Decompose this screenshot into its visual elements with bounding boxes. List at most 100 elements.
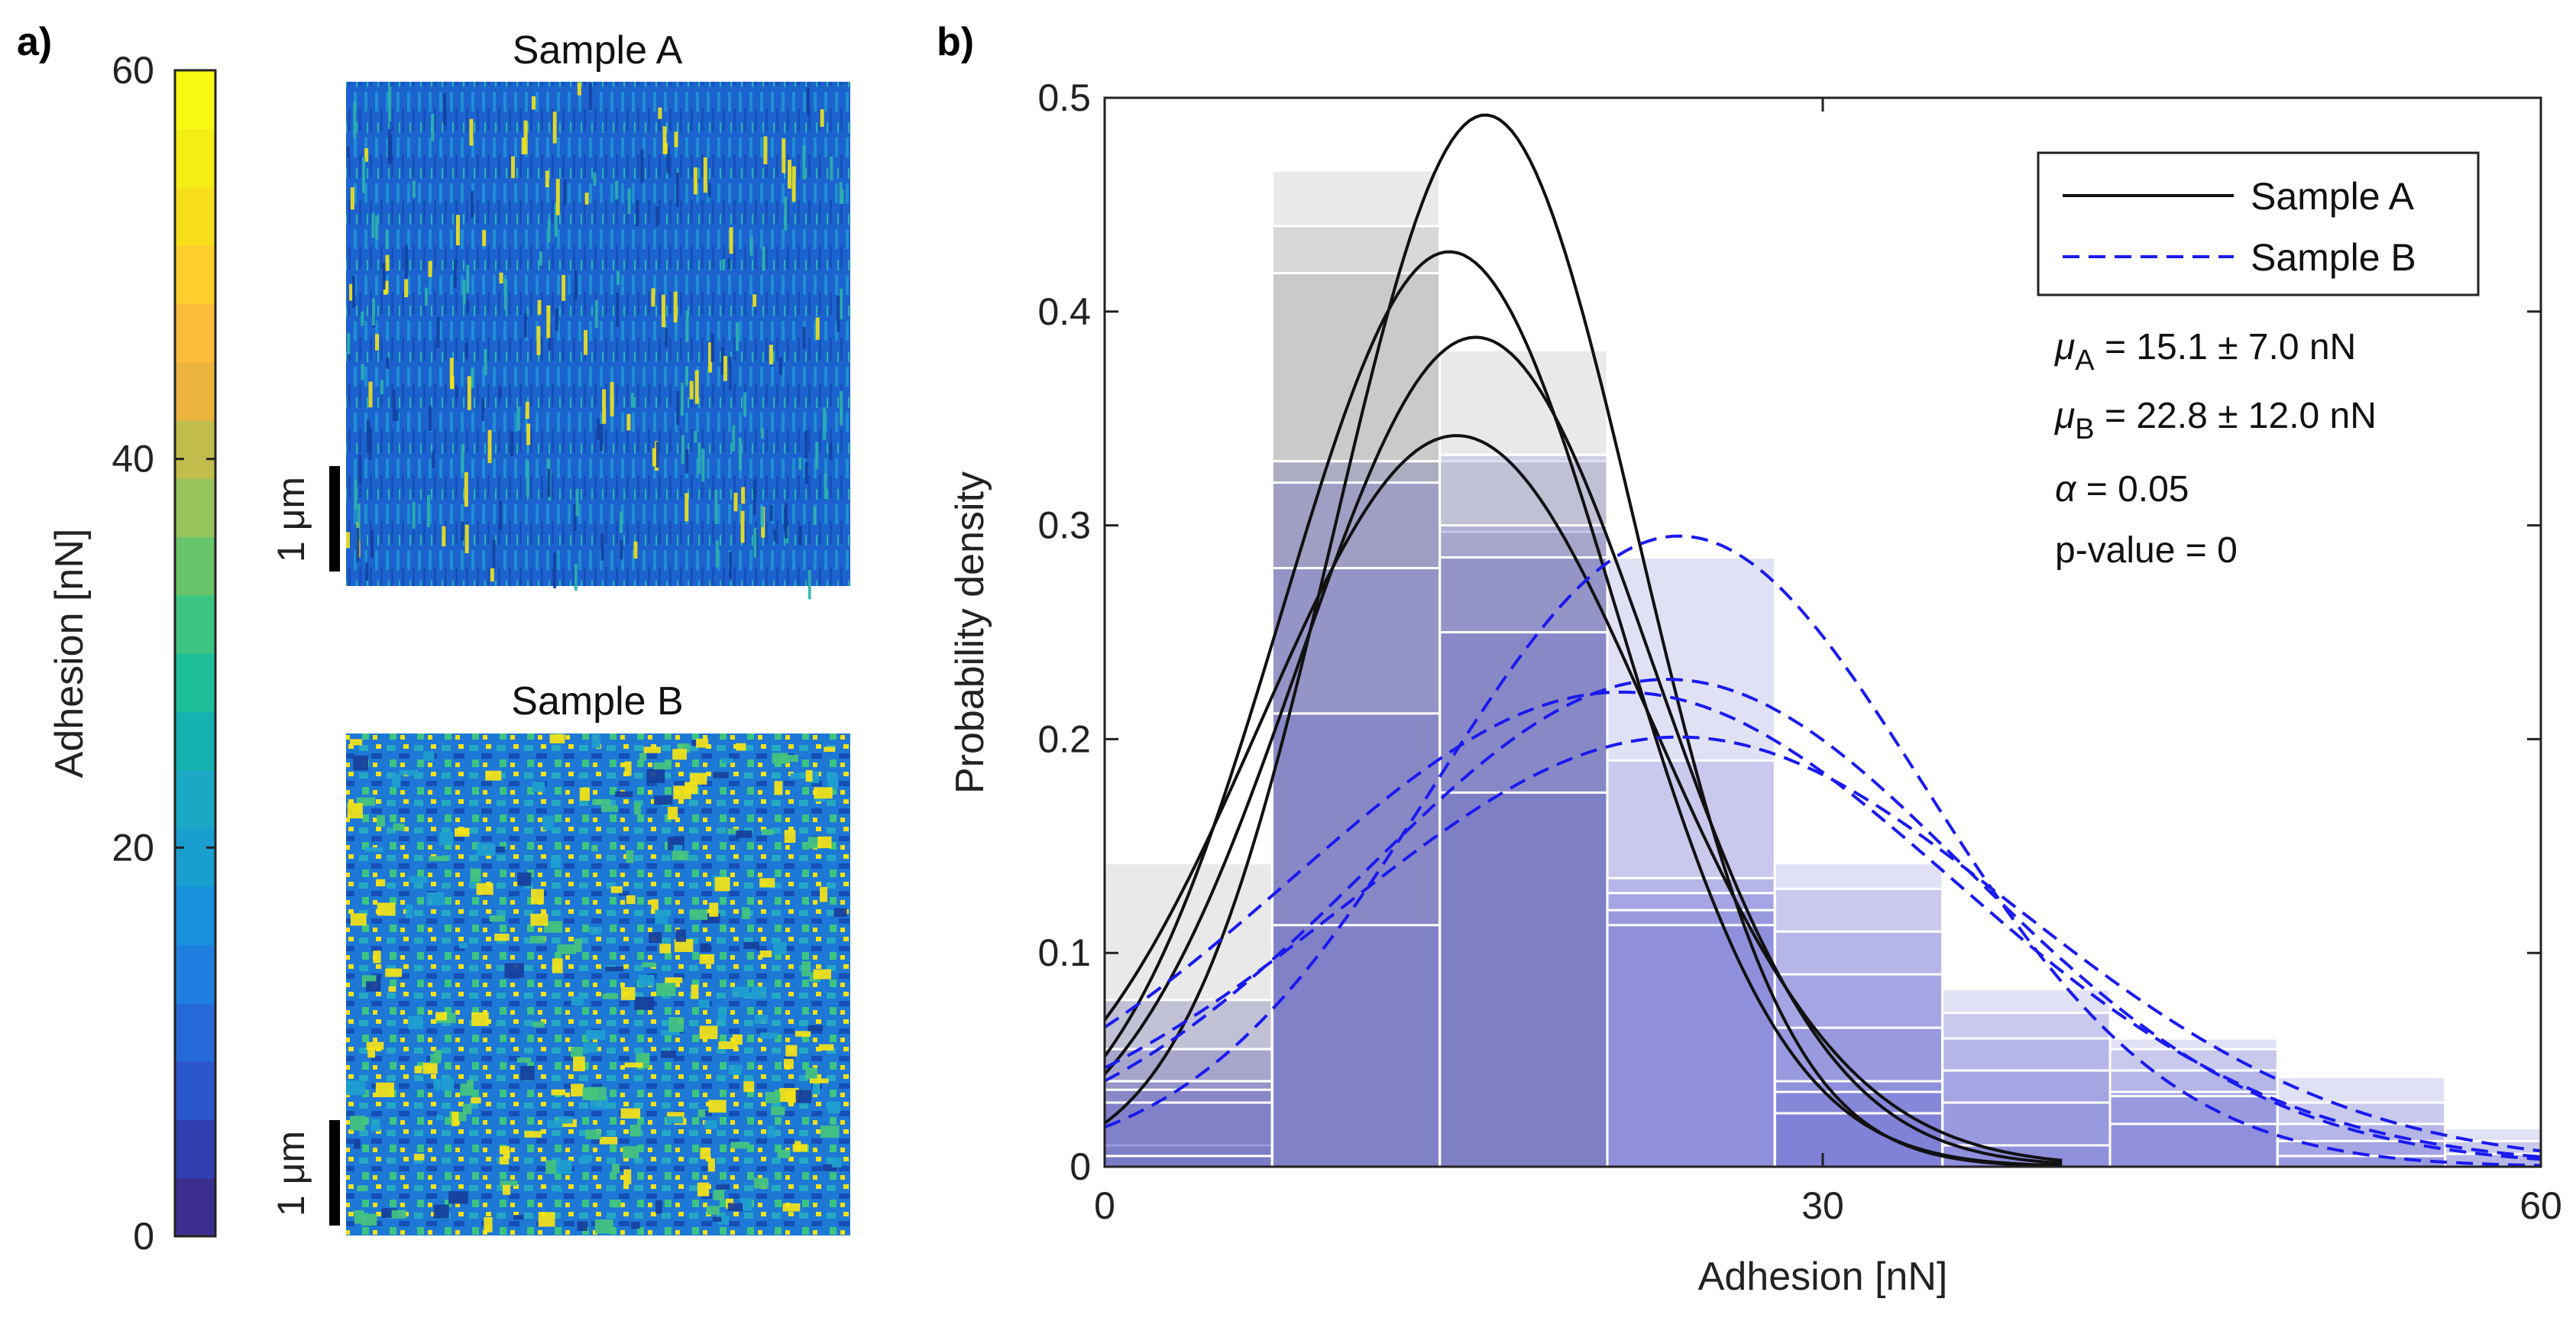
map-b-speckle: [827, 774, 839, 790]
map-b-speckle: [620, 986, 636, 1000]
colorbar-segment: [175, 1119, 215, 1179]
colorbar-tick-label: 40: [112, 438, 154, 481]
map-b-speckle: [459, 942, 468, 949]
map-b-speckle: [433, 1079, 441, 1090]
map-a-speckle: [575, 488, 579, 517]
colorbar-segment: [175, 70, 215, 129]
map-b-speckle: [388, 986, 396, 993]
map-a-speckle: [481, 397, 485, 422]
map-a-speckle: [722, 258, 726, 270]
colorbar-segment: [175, 536, 215, 596]
stat-alpha: α = 0.05: [2055, 469, 2189, 510]
map-b-speckle: [350, 913, 367, 926]
map-b-speckle: [375, 1082, 394, 1097]
map-b-speckle: [672, 749, 687, 760]
map-a-speckle: [428, 406, 432, 432]
map-a-speckle: [837, 296, 840, 332]
sample-b-bar: [2108, 1095, 2279, 1168]
map-a-speckle: [537, 300, 542, 315]
map-a-speckle: [584, 193, 589, 205]
map-b-speckle: [429, 856, 448, 861]
map-a-speckle: [769, 345, 773, 364]
sample-b-fit-curve: [1104, 534, 2542, 1167]
map-b-speckle: [754, 1015, 769, 1024]
map-b-speckle: [824, 746, 836, 753]
map-a-speckle: [442, 526, 446, 547]
map-b-speckle: [584, 1042, 598, 1053]
colorbar-segment: [175, 594, 215, 654]
map-b-speckle: [571, 1047, 583, 1057]
map-a-speckle: [733, 492, 738, 512]
map-a-speckle: [404, 244, 408, 279]
map-a-speckle: [655, 442, 659, 468]
sample-a-fit-curve: [1103, 250, 2063, 1167]
sample-a-bars: [1103, 169, 1609, 1168]
map-a-speckle: [720, 347, 724, 375]
map-b-speckle: [422, 1062, 438, 1074]
map-b-speckle: [728, 1064, 743, 1076]
map-a-speckle: [382, 262, 386, 290]
sample-a-fit-curve: [1103, 335, 2063, 1165]
map-b-speckle: [555, 1187, 563, 1192]
map-b-speckle: [612, 1200, 621, 1208]
map-b-speckle: [699, 954, 715, 964]
map-a-speckle: [553, 552, 557, 589]
map-a-speckle: [666, 147, 670, 173]
map-b-speckle: [642, 962, 657, 967]
map-b-speckle: [653, 762, 672, 769]
map-a-speckle: [348, 283, 353, 301]
map-b-speckle: [708, 1099, 727, 1113]
stat-mu-b-subscript: B: [2075, 413, 2094, 445]
stat-mu-b: μB = 22.8 ± 12.0 nN: [2053, 396, 2377, 445]
map-a-speckle: [573, 504, 577, 531]
map-a-speckle: [741, 487, 746, 504]
map-a-speckle: [662, 126, 667, 154]
map-a-speckle: [498, 387, 502, 399]
map-b-speckle: [707, 1158, 715, 1172]
image-a-title: Sample A: [513, 28, 683, 73]
map-b-speckle: [442, 1077, 455, 1091]
map-a-speckle: [762, 246, 765, 271]
map-b-speckle: [814, 787, 833, 799]
stat-alpha-symbol: α: [2055, 469, 2077, 510]
map-a-speckle: [499, 272, 503, 284]
map-b-speckle: [751, 986, 767, 999]
map-a-speckle: [732, 425, 736, 452]
stat-mu-a-subscript: A: [2075, 345, 2095, 377]
map-b-speckle: [520, 1066, 535, 1080]
map-a-speckle: [655, 206, 659, 227]
legend-sample-b-label: Sample B: [2251, 236, 2416, 279]
map-b-speckle: [585, 1030, 606, 1040]
map-b-speckle: [706, 1206, 720, 1215]
stats-annotation: μA = 15.1 ± 7.0 nN μB = 22.8 ± 12.0 nN α…: [2053, 327, 2377, 571]
map-a-speckle: [684, 493, 689, 522]
map-b-speckle: [399, 769, 419, 776]
map-a-speckle: [615, 180, 619, 199]
map-a-speckle: [531, 96, 536, 110]
map-a-speckle: [469, 118, 474, 146]
map-a-speckle: [523, 312, 527, 338]
map-b-speckle: [605, 967, 624, 972]
sample-b-bar: [1606, 908, 1776, 1168]
map-a-speckle: [680, 383, 684, 416]
x-tick-label: 60: [2519, 1184, 2562, 1227]
map-a-speckle: [787, 160, 791, 189]
map-b-speckle: [649, 932, 662, 944]
map-a-speckle: [824, 473, 827, 500]
map-b-speckle: [549, 734, 565, 743]
map-a-speckle: [347, 333, 351, 355]
map-b-speckle: [356, 797, 376, 806]
map-a-speckle: [455, 386, 458, 398]
map-b-speckle: [624, 761, 632, 776]
map-b-speckle: [357, 1185, 367, 1192]
map-a-speckle: [386, 358, 390, 369]
map-b-speckle: [736, 743, 746, 751]
map-a-speckle: [554, 202, 558, 237]
sample-b-bar: [2108, 1048, 2279, 1168]
map-b-speckle: [672, 850, 689, 861]
map-a-speckle: [753, 527, 757, 558]
map-b-speckle: [673, 844, 683, 856]
map-b-speckle: [721, 758, 733, 763]
map-a-speckle: [736, 322, 739, 351]
map-b-speckle: [774, 781, 783, 795]
